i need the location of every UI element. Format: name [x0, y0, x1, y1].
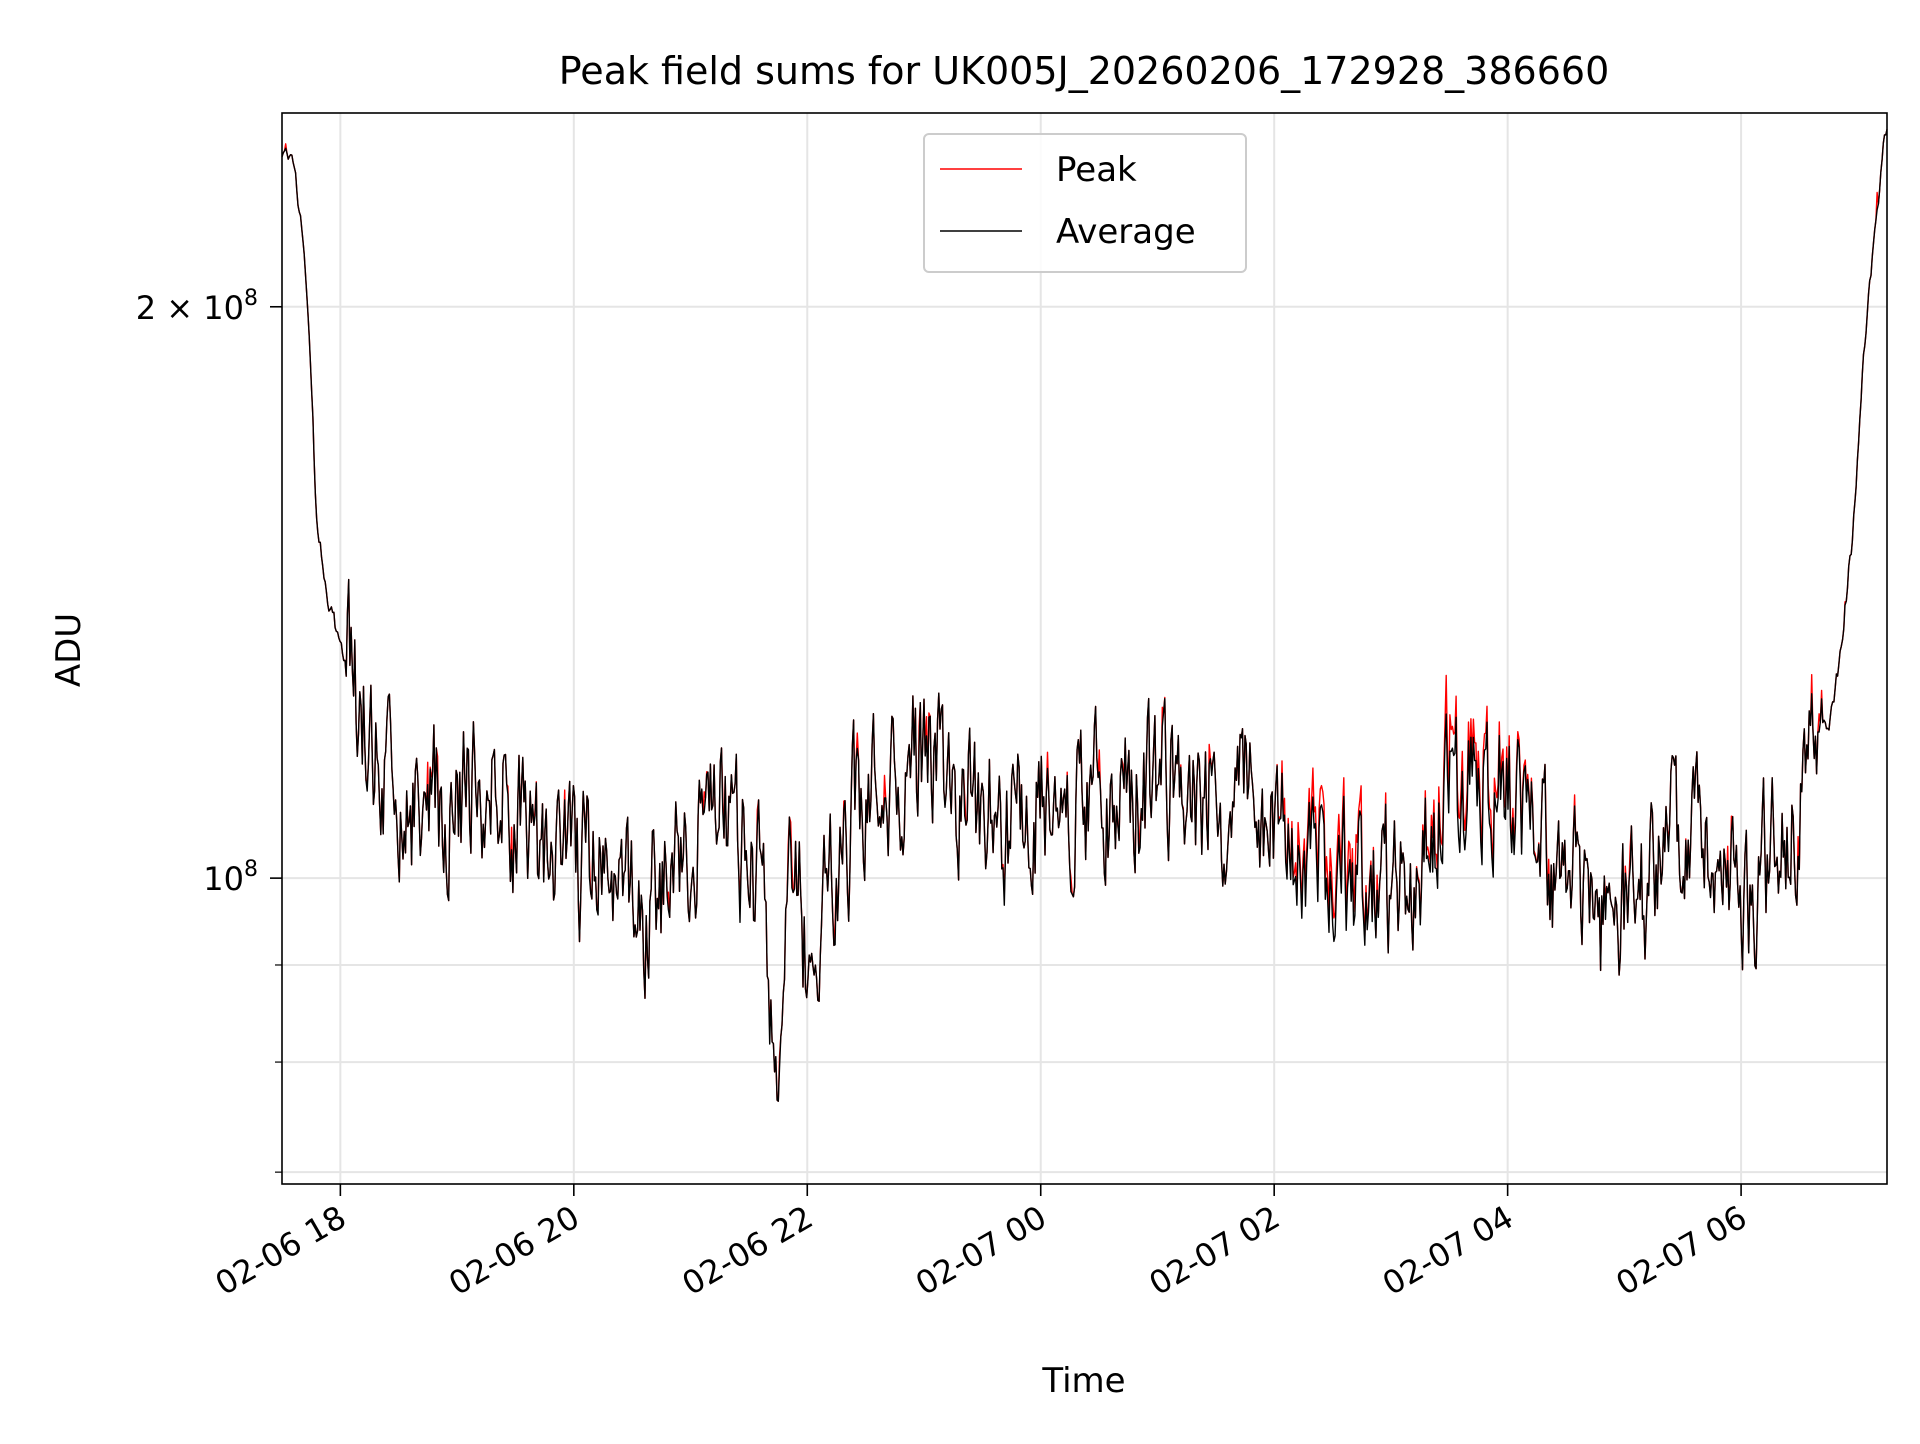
plot-frame: [281, 112, 1888, 1185]
series-layer: [281, 129, 1888, 1102]
legend: Peak Average: [923, 133, 1247, 273]
chart-title: Peak field sums for UK005J_20260206_1729…: [559, 49, 1610, 93]
y-tick-label-base: 10: [203, 860, 244, 898]
legend-label-peak: Peak: [1056, 150, 1137, 190]
legend-label-average: Average: [1056, 212, 1196, 252]
y-tick-label: 108: [203, 857, 258, 898]
y-tick-label-base: 2 × 10: [136, 289, 244, 327]
series-line-average: [281, 129, 1888, 1102]
y-tick-label-exponent: 8: [244, 286, 258, 311]
y-tick-label: 2 × 108: [136, 286, 258, 327]
y-tick-label-exponent: 8: [244, 857, 258, 882]
x-axis-label: Time: [1041, 1361, 1125, 1401]
y-axis-label: ADU: [49, 613, 89, 687]
